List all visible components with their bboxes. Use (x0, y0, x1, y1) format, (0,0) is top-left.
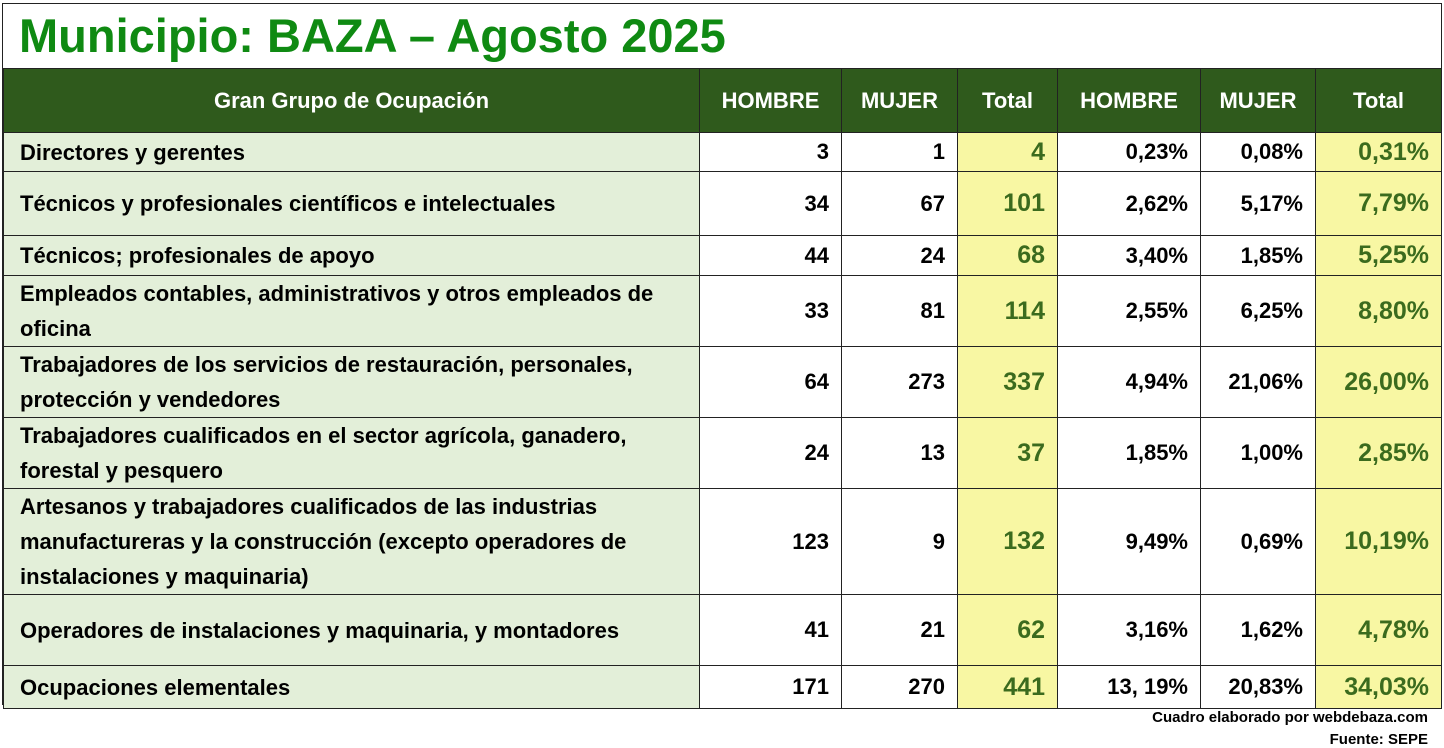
total-cell: 68 (957, 235, 1058, 276)
row-label: Técnicos; profesionales de apoyo (3, 235, 700, 276)
hombre-percent-cell: 0,23% (1057, 132, 1201, 172)
total-cell: 337 (957, 346, 1058, 418)
total-percent-cell: 5,25% (1315, 235, 1442, 276)
mujer-percent-cell: 1,62% (1200, 594, 1316, 666)
hombre-percent-cell: 1,85% (1057, 417, 1201, 489)
total-percent-cell: 0,31% (1315, 132, 1442, 172)
total-cell: 4 (957, 132, 1058, 172)
total-cell: 62 (957, 594, 1058, 666)
header-occupation-group: Gran Grupo de Ocupación (3, 68, 700, 133)
total-cell: 441 (957, 665, 1058, 709)
hombre-cell: 24 (699, 417, 842, 489)
table-row: Trabajadores de los servicios de restaur… (3, 346, 1442, 418)
hombre-percent-cell: 4,94% (1057, 346, 1201, 418)
total-percent-cell: 4,78% (1315, 594, 1442, 666)
header-total-percent: Total (1315, 68, 1442, 133)
header-mujer-percent: MUJER (1200, 68, 1316, 133)
row-label: Empleados contables, administrativos y o… (3, 275, 700, 347)
source-note: Fuente: SEPE (1329, 731, 1428, 748)
mujer-cell: 9 (841, 488, 958, 595)
hombre-percent-cell: 13, 19% (1057, 665, 1201, 709)
row-label: Operadores de instalaciones y maquinaria… (3, 594, 700, 666)
total-cell: 132 (957, 488, 1058, 595)
mujer-cell: 1 (841, 132, 958, 172)
mujer-cell: 24 (841, 235, 958, 276)
hombre-cell: 123 (699, 488, 842, 595)
row-label: Técnicos y profesionales científicos e i… (3, 171, 700, 236)
hombre-percent-cell: 9,49% (1057, 488, 1201, 595)
table-row: Técnicos; profesionales de apoyo 44 24 6… (3, 235, 1442, 276)
mujer-percent-cell: 1,85% (1200, 235, 1316, 276)
total-cell: 101 (957, 171, 1058, 236)
total-cell: 114 (957, 275, 1058, 347)
mujer-cell: 270 (841, 665, 958, 709)
mujer-percent-cell: 20,83% (1200, 665, 1316, 709)
mujer-percent-cell: 5,17% (1200, 171, 1316, 236)
header-hombre-percent: HOMBRE (1057, 68, 1201, 133)
row-label: Directores y gerentes (3, 132, 700, 172)
total-percent-cell: 10,19% (1315, 488, 1442, 595)
hombre-cell: 64 (699, 346, 842, 418)
hombre-cell: 33 (699, 275, 842, 347)
total-percent-cell: 34,03% (1315, 665, 1442, 709)
hombre-cell: 3 (699, 132, 842, 172)
header-row: Gran Grupo de Ocupación HOMBRE MUJER Tot… (3, 68, 1442, 133)
header-total: Total (957, 68, 1058, 133)
mujer-cell: 13 (841, 417, 958, 489)
table-row: Artesanos y trabajadores cualificados de… (3, 488, 1442, 595)
total-percent-cell: 7,79% (1315, 171, 1442, 236)
mujer-percent-cell: 21,06% (1200, 346, 1316, 418)
total-percent-cell: 2,85% (1315, 417, 1442, 489)
table-row: Trabajadores cualificados en el sector a… (3, 417, 1442, 489)
total-percent-cell: 8,80% (1315, 275, 1442, 347)
row-label: Trabajadores cualificados en el sector a… (3, 417, 700, 489)
hombre-cell: 44 (699, 235, 842, 276)
mujer-cell: 67 (841, 171, 958, 236)
mujer-percent-cell: 1,00% (1200, 417, 1316, 489)
hombre-cell: 171 (699, 665, 842, 709)
table-row: Empleados contables, administrativos y o… (3, 275, 1442, 347)
mujer-percent-cell: 0,08% (1200, 132, 1316, 172)
table-frame: Municipio: BAZA – Agosto 2025 Gran Grupo… (2, 3, 1442, 709)
header-mujer: MUJER (841, 68, 958, 133)
mujer-cell: 21 (841, 594, 958, 666)
page-title: Municipio: BAZA – Agosto 2025 (19, 9, 726, 62)
table-row: Ocupaciones elementales 171 270 441 13, … (3, 665, 1442, 709)
mujer-cell: 273 (841, 346, 958, 418)
row-label: Artesanos y trabajadores cualificados de… (3, 488, 700, 595)
occupation-table: Gran Grupo de Ocupación HOMBRE MUJER Tot… (3, 68, 1442, 709)
row-label: Trabajadores de los servicios de restaur… (3, 346, 700, 418)
total-percent-cell: 26,00% (1315, 346, 1442, 418)
hombre-cell: 34 (699, 171, 842, 236)
mujer-percent-cell: 0,69% (1200, 488, 1316, 595)
header-hombre: HOMBRE (699, 68, 842, 133)
hombre-percent-cell: 3,16% (1057, 594, 1201, 666)
table-row: Operadores de instalaciones y maquinaria… (3, 594, 1442, 666)
mujer-percent-cell: 6,25% (1200, 275, 1316, 347)
hombre-percent-cell: 2,62% (1057, 171, 1201, 236)
hombre-percent-cell: 3,40% (1057, 235, 1201, 276)
table-row: Técnicos y profesionales científicos e i… (3, 171, 1442, 236)
credit-note: Cuadro elaborado por webdebaza.com (1152, 709, 1428, 726)
table-row: Directores y gerentes 3 1 4 0,23% 0,08% … (3, 132, 1442, 172)
total-cell: 37 (957, 417, 1058, 489)
mujer-cell: 81 (841, 275, 958, 347)
hombre-cell: 41 (699, 594, 842, 666)
row-label: Ocupaciones elementales (3, 665, 700, 709)
hombre-percent-cell: 2,55% (1057, 275, 1201, 347)
